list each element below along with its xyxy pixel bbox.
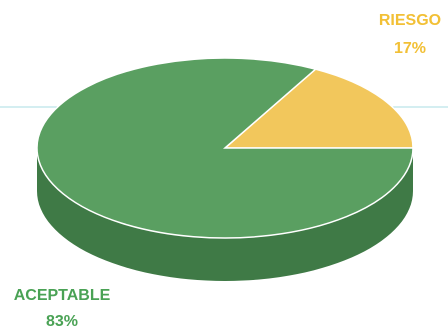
slice-label-riesgo: RIESGO bbox=[379, 12, 441, 29]
slice-label-aceptable: ACEPTABLE bbox=[14, 287, 111, 304]
pie-slices bbox=[36, 57, 414, 239]
pie-side-wall bbox=[37, 148, 413, 281]
pie-slice-aceptable bbox=[36, 57, 414, 239]
pie-slice-riesgo bbox=[222, 68, 414, 149]
slice-value-aceptable: 83% bbox=[46, 313, 78, 330]
slice-value-riesgo: 17% bbox=[394, 40, 426, 57]
